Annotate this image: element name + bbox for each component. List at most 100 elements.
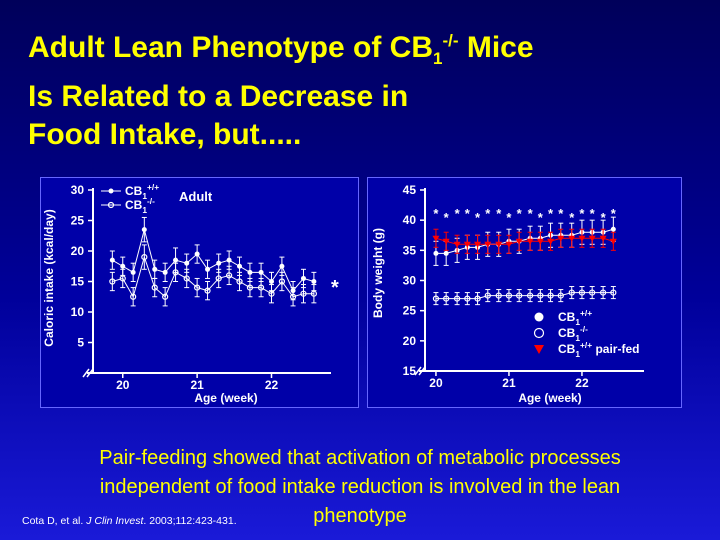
y-tick-label: 20 bbox=[71, 244, 85, 258]
legend-label-base: CB bbox=[558, 342, 576, 356]
data-point bbox=[141, 227, 147, 233]
data-point bbox=[311, 279, 317, 284]
data-point bbox=[172, 269, 179, 276]
y-tick-label: 25 bbox=[403, 304, 417, 318]
significance-mark: * bbox=[496, 206, 502, 221]
data-point bbox=[257, 284, 265, 291]
y-tick-label: 30 bbox=[403, 274, 417, 288]
data-point bbox=[484, 241, 492, 248]
significance-mark: * bbox=[444, 210, 450, 225]
y-tick-label: 10 bbox=[71, 305, 85, 319]
legend-label-sup: +/+ bbox=[147, 182, 159, 192]
data-point bbox=[453, 241, 461, 248]
data-point bbox=[237, 263, 243, 269]
data-point bbox=[568, 235, 576, 242]
title-line-1: Adult Lean Phenotype of CB1-/- Mice bbox=[28, 31, 534, 68]
data-point bbox=[610, 226, 616, 232]
legend-marker bbox=[534, 345, 544, 354]
data-point bbox=[474, 241, 482, 248]
data-point bbox=[600, 289, 607, 296]
data-point bbox=[215, 275, 222, 282]
data-point bbox=[130, 269, 136, 275]
legend-label-sup: -/- bbox=[580, 324, 588, 334]
caloric-intake-chart: 5 10 15 20 25 30 20 21 22 Age (week) Caloric intak… bbox=[42, 182, 339, 405]
y-tick-label: 25 bbox=[71, 214, 85, 228]
significance-mark: * bbox=[569, 210, 575, 225]
data-point bbox=[578, 289, 586, 296]
series-1 bbox=[109, 244, 317, 307]
y-tick-label: 35 bbox=[403, 243, 417, 257]
data-point bbox=[258, 269, 264, 275]
significance-mark: * bbox=[538, 210, 544, 225]
title-line-2: Is Related to a Decrease in bbox=[28, 80, 409, 113]
x-tick-label: 20 bbox=[429, 376, 443, 390]
significance-mark: * bbox=[485, 206, 491, 221]
legend-marker bbox=[108, 188, 114, 194]
legend-label-sub: 1 bbox=[142, 205, 147, 215]
series-2 bbox=[432, 228, 617, 254]
data-point bbox=[141, 253, 148, 261]
legend-label-base: CB bbox=[125, 184, 143, 198]
data-point bbox=[474, 295, 481, 302]
legend-label: CB1+/+ bbox=[558, 308, 592, 327]
data-point bbox=[589, 289, 596, 296]
slide-caption: Pair-feeding showed that activation of m… bbox=[99, 447, 621, 527]
axis-break-mark bbox=[82, 368, 90, 378]
significance-mark: * bbox=[433, 206, 439, 221]
data-point bbox=[495, 241, 503, 248]
significance-mark: * bbox=[611, 206, 617, 221]
series-1 bbox=[432, 286, 617, 306]
y-tick-label: 45 bbox=[403, 183, 417, 197]
data-point bbox=[120, 263, 126, 269]
x-tick-label: 22 bbox=[265, 378, 279, 392]
data-point bbox=[464, 295, 471, 302]
significance-mark: * bbox=[506, 210, 512, 225]
legend-label: CB1+/+ bbox=[125, 182, 159, 201]
significance-mark: * bbox=[558, 206, 564, 221]
data-point bbox=[278, 278, 286, 285]
data-point bbox=[515, 238, 523, 245]
x-tick-label: 20 bbox=[116, 378, 130, 392]
legend-marker bbox=[107, 201, 115, 209]
data-point bbox=[152, 266, 158, 272]
series-line bbox=[435, 292, 614, 300]
legend-label-post: pair-fed bbox=[592, 342, 639, 356]
significance-mark: * bbox=[475, 210, 481, 225]
legend-marker bbox=[533, 327, 545, 339]
data-point bbox=[300, 275, 306, 281]
data-point bbox=[204, 287, 211, 294]
data-point bbox=[527, 292, 534, 299]
data-point bbox=[526, 238, 534, 245]
series-line bbox=[112, 227, 315, 292]
data-point bbox=[269, 279, 274, 284]
legend-label-sub: 1 bbox=[142, 191, 147, 201]
significance-mark: * bbox=[590, 206, 596, 221]
axis-break-mark bbox=[86, 368, 94, 378]
data-point bbox=[557, 235, 565, 242]
series-0 bbox=[109, 216, 317, 301]
legend-label: CB1-/- bbox=[558, 324, 588, 343]
data-point bbox=[443, 295, 450, 302]
legend-label-base: CB bbox=[558, 310, 576, 324]
data-point bbox=[151, 284, 158, 291]
series-line bbox=[435, 237, 614, 245]
data-point bbox=[505, 241, 513, 248]
significance-mark: * bbox=[579, 206, 585, 221]
data-point bbox=[194, 284, 201, 291]
data-point bbox=[216, 260, 222, 266]
data-point bbox=[547, 238, 555, 245]
y-tick-label: 20 bbox=[403, 334, 417, 348]
legend-label-sup: +/+ bbox=[580, 340, 592, 350]
data-point bbox=[268, 290, 275, 297]
data-point bbox=[246, 284, 254, 291]
y-tick-label: 15 bbox=[403, 364, 417, 378]
x-tick-label: 22 bbox=[575, 376, 589, 390]
data-point bbox=[609, 238, 617, 245]
significance-mark: * bbox=[528, 206, 534, 221]
data-point bbox=[557, 292, 564, 299]
legend-label: CB1-/- bbox=[125, 196, 155, 215]
data-point bbox=[599, 235, 607, 242]
data-point bbox=[443, 250, 449, 256]
data-point bbox=[279, 263, 285, 269]
